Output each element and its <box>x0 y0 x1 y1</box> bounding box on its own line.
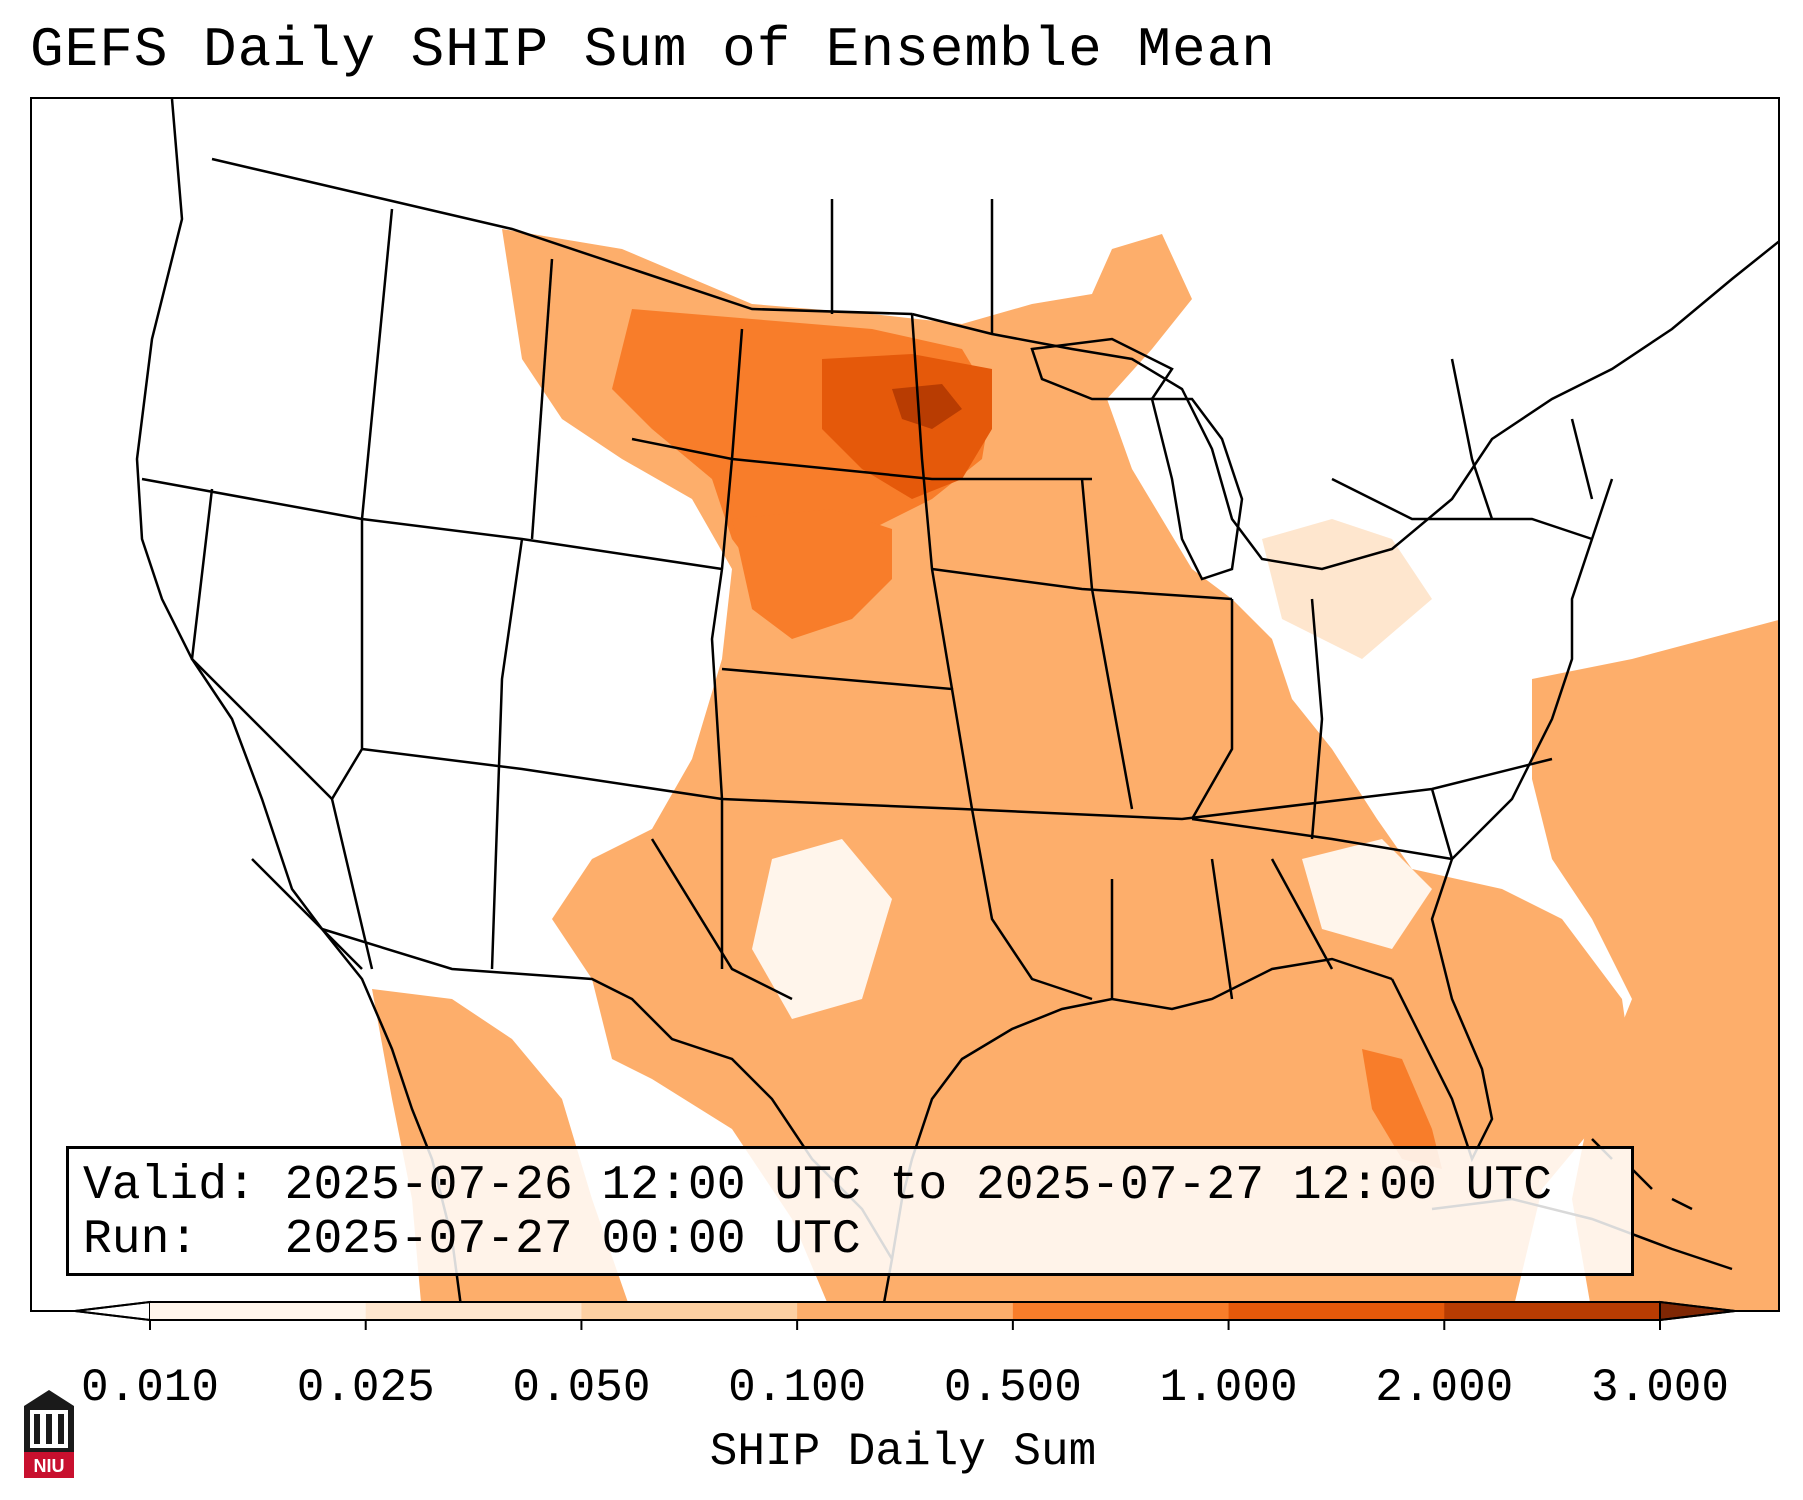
ship-field <box>372 229 1778 1310</box>
field-core-peak <box>892 384 962 429</box>
run-line: Run: 2025-07-27 00:00 UTC <box>83 1213 861 1267</box>
colorbar-segment <box>1012 1302 1230 1320</box>
state-line-2 <box>330 519 374 970</box>
state-line-13 <box>1310 598 1324 840</box>
colorbar-segment <box>1228 1302 1445 1320</box>
colorbar-tick-label: 2.000 <box>1375 1362 1514 1414</box>
lake-superior <box>1030 337 1174 401</box>
field-nebraska-medium <box>732 509 892 639</box>
colorbar-segment <box>150 1302 367 1320</box>
colorbar-label: SHIP Daily Sum <box>709 1426 1097 1478</box>
field-florida-medium <box>1362 1049 1442 1169</box>
colorbar-tick-label: 0.010 <box>80 1362 220 1414</box>
state-line-18 <box>1430 788 1454 860</box>
colorbar-segment <box>1444 1302 1661 1320</box>
colorbar <box>74 1300 1736 1330</box>
state-line-14 <box>970 808 1093 1001</box>
valid-line: Valid: 2025-07-26 12:00 UTC to 2025-07-2… <box>83 1159 1553 1213</box>
colorbar-tick-label: 0.025 <box>296 1362 435 1414</box>
state-line-12 <box>1190 599 1234 820</box>
colorbar-tick-label: 3.000 <box>1590 1362 1730 1414</box>
niu-logo-icon: NIU <box>24 1390 74 1478</box>
state-line-28 <box>251 858 363 970</box>
state-line-20 <box>530 258 554 540</box>
map-canvas <box>135 99 1778 1310</box>
lake-michigan <box>1150 397 1244 581</box>
state-line-10 <box>931 567 1233 601</box>
state-line-29 <box>190 488 333 800</box>
field-core-strong <box>822 354 992 499</box>
state-line-16 <box>1210 858 1234 1000</box>
state-line-7 <box>631 437 1092 481</box>
colorbar-tick-label: 0.100 <box>728 1362 867 1414</box>
colorbar-tick-label: 0.050 <box>512 1362 651 1414</box>
state-line-3 <box>490 538 524 970</box>
state-line-26 <box>1570 418 1594 500</box>
map-title: GEFS Daily SHIP Sum of Ensemble Mean <box>30 18 1276 82</box>
state-line-1 <box>141 477 723 571</box>
great-lakes-shore <box>911 240 1778 571</box>
colorbar-segment <box>365 1302 582 1320</box>
colorbar-segment <box>581 1302 798 1320</box>
state-line-8 <box>720 328 744 570</box>
colorbar-under-arrow <box>74 1300 151 1322</box>
field-light-patch-3 <box>752 839 892 1019</box>
map-panel <box>30 97 1780 1312</box>
svg-text:NIU: NIU <box>34 1456 65 1476</box>
field-light-patch-2 <box>1302 839 1432 949</box>
colorbar-segment <box>797 1302 1014 1320</box>
colorbar-tick-label: 1.000 <box>1159 1362 1298 1414</box>
state-line-11 <box>1080 478 1134 810</box>
state-line-27 <box>650 838 793 1001</box>
state-line-19 <box>1191 817 1453 861</box>
colorbar-over-arrow <box>1659 1300 1736 1322</box>
state-line-17 <box>1270 858 1334 970</box>
east-coast <box>1390 478 1614 1163</box>
state-line-9 <box>910 313 954 690</box>
state-line-21 <box>360 208 394 520</box>
state-line-25 <box>1450 358 1494 520</box>
state-line-24 <box>1331 477 1593 541</box>
validity-box: Valid: 2025-07-26 12:00 UTC to 2025-07-2… <box>66 1146 1634 1276</box>
state-line-4 <box>710 568 724 969</box>
field-light-patch-1 <box>1262 519 1432 659</box>
field-atlantic <box>1532 620 1778 1310</box>
west-coast <box>135 99 463 1310</box>
colorbar-tick-label: 0.500 <box>943 1362 1082 1414</box>
